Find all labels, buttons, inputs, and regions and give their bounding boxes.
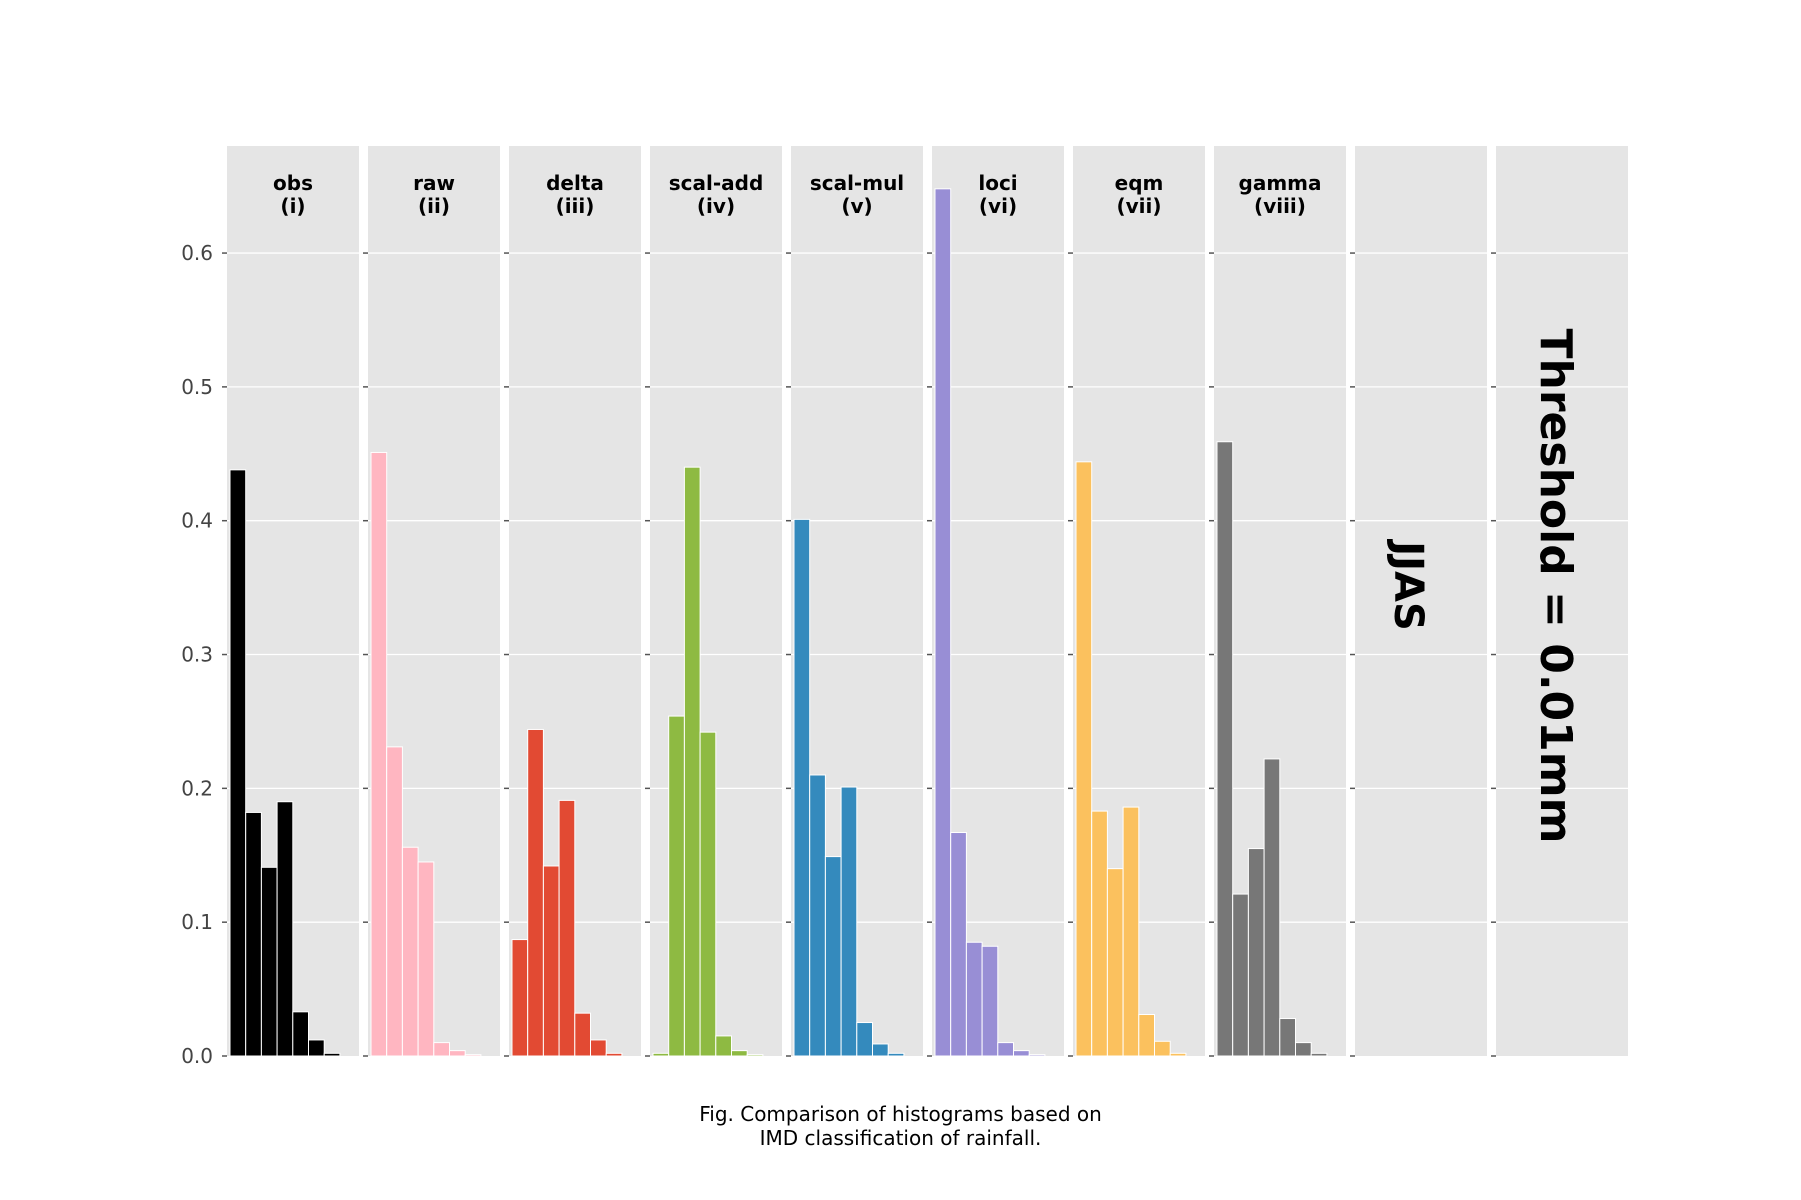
histogram-bar <box>1247 848 1265 1057</box>
histogram-bar <box>229 469 247 1057</box>
histogram-bar <box>1310 1052 1328 1057</box>
histogram-bar <box>699 731 717 1057</box>
histogram-bar <box>793 518 811 1057</box>
panel-scal-add: scal-add(iv) <box>645 146 782 1057</box>
panel-scal-mul: scal-mul(v) <box>786 146 923 1057</box>
histogram-bar <box>464 1054 482 1057</box>
histogram-bar <box>433 1042 450 1057</box>
ytick-label: 0.2 <box>181 776 213 800</box>
panel-title: obs <box>273 171 313 195</box>
panel-subtitle: (vi) <box>979 194 1017 218</box>
figure-caption: Fig. Comparison of histograms based on I… <box>0 1102 1801 1150</box>
histogram-bar <box>950 832 967 1057</box>
histogram-bar <box>1013 1050 1030 1057</box>
histogram-bar <box>856 1022 873 1057</box>
panel-background <box>1496 146 1628 1056</box>
y-axis: 0.0 0.1 0.2 0.3 0.4 0.5 0.6 <box>181 241 213 1068</box>
panel-subtitle: (iv) <box>697 194 735 218</box>
panel-title: scal-mul <box>810 171 904 195</box>
histogram-bar <box>308 1039 325 1057</box>
panel-subtitle: (ii) <box>418 194 450 218</box>
histogram-bar <box>245 811 262 1057</box>
panel-subtitle: (v) <box>841 194 872 218</box>
histogram-bar <box>840 786 858 1057</box>
histogram-bar <box>1138 1014 1156 1057</box>
panel-title: raw <box>413 171 455 195</box>
panel-title: gamma <box>1239 171 1322 195</box>
histogram-bar <box>1295 1042 1312 1057</box>
histogram-bar <box>1263 758 1281 1057</box>
histogram-bar <box>276 801 294 1057</box>
histogram-bar <box>1232 893 1249 1057</box>
histogram-bar <box>292 1011 309 1057</box>
histogram-bar <box>668 715 685 1057</box>
ytick-label: 0.4 <box>181 509 213 533</box>
panel-empty-9 <box>1491 146 1628 1057</box>
histogram-bar <box>1216 441 1234 1057</box>
histogram-bar <box>824 856 842 1057</box>
panel-obs: obs(i) <box>222 146 359 1057</box>
panel-subtitle: (vii) <box>1116 194 1161 218</box>
panels-layer: obs(i)raw(ii)delta(iii)scal-add(iv)scal-… <box>222 146 1628 1057</box>
ytick-label: 0.3 <box>181 643 213 667</box>
panel-title: delta <box>546 171 604 195</box>
season-label: JJAS <box>1385 538 1431 631</box>
histogram-bar <box>1122 806 1140 1057</box>
histogram-bar <box>260 866 278 1057</box>
panel-subtitle: (iii) <box>556 194 595 218</box>
panel-title: loci <box>978 171 1017 195</box>
caption-line-1: Fig. Comparison of histograms based on <box>699 1102 1102 1126</box>
histogram-bar <box>731 1050 748 1057</box>
panel-background <box>1355 146 1487 1056</box>
panel-raw: raw(ii) <box>363 146 500 1057</box>
histogram-bar <box>1075 461 1093 1057</box>
histogram-bar <box>558 799 576 1057</box>
histogram-bar <box>417 861 435 1057</box>
histogram-bar <box>1279 1018 1297 1057</box>
histogram-bar <box>746 1054 764 1057</box>
histogram-bar <box>715 1035 732 1057</box>
threshold-label: Threshold = 0.01mm <box>1530 329 1581 844</box>
histogram-bar <box>449 1050 466 1057</box>
histogram-bar <box>965 941 983 1057</box>
histogram-bar <box>683 466 701 1057</box>
histogram-bar <box>809 774 826 1057</box>
histogram-bar <box>511 939 529 1057</box>
histogram-bar <box>401 846 419 1057</box>
panel-loci: loci(vi) <box>927 146 1064 1057</box>
panel-title: eqm <box>1115 171 1164 195</box>
ytick-label: 0.1 <box>181 910 213 934</box>
histogram-bar <box>652 1052 670 1057</box>
ytick-label: 0.5 <box>181 375 213 399</box>
histogram-bar <box>934 188 952 1057</box>
histogram-bar <box>1169 1052 1187 1057</box>
histogram-bar <box>590 1039 607 1057</box>
histogram-bar <box>574 1012 591 1057</box>
histogram-bar <box>370 451 388 1057</box>
ytick-label: 0.6 <box>181 241 213 265</box>
histogram-bar <box>323 1052 341 1057</box>
histogram-bar <box>872 1043 889 1057</box>
histogram-bar <box>1106 868 1124 1057</box>
histogram-bar <box>527 728 544 1057</box>
caption-line-2: IMD classification of rainfall. <box>759 1126 1042 1150</box>
histogram-bar <box>1028 1054 1046 1057</box>
histogram-bar <box>1091 810 1108 1057</box>
histogram-bar <box>887 1052 905 1057</box>
histogram-bar <box>605 1052 623 1057</box>
ytick-label: 0.0 <box>181 1044 213 1068</box>
panel-gamma: gamma(viii) <box>1209 146 1346 1057</box>
histogram-bar <box>542 865 560 1057</box>
panel-eqm: eqm(vii) <box>1068 146 1205 1057</box>
panel-title: scal-add <box>669 171 764 195</box>
histogram-bar <box>997 1042 1014 1057</box>
panel-empty-8 <box>1350 146 1487 1057</box>
histogram-bar <box>981 945 999 1057</box>
histogram-bar <box>386 746 403 1057</box>
panel-subtitle: (i) <box>280 194 305 218</box>
panel-delta: delta(iii) <box>504 146 641 1057</box>
panel-subtitle: (viii) <box>1254 194 1306 218</box>
histogram-bar <box>1154 1040 1171 1057</box>
